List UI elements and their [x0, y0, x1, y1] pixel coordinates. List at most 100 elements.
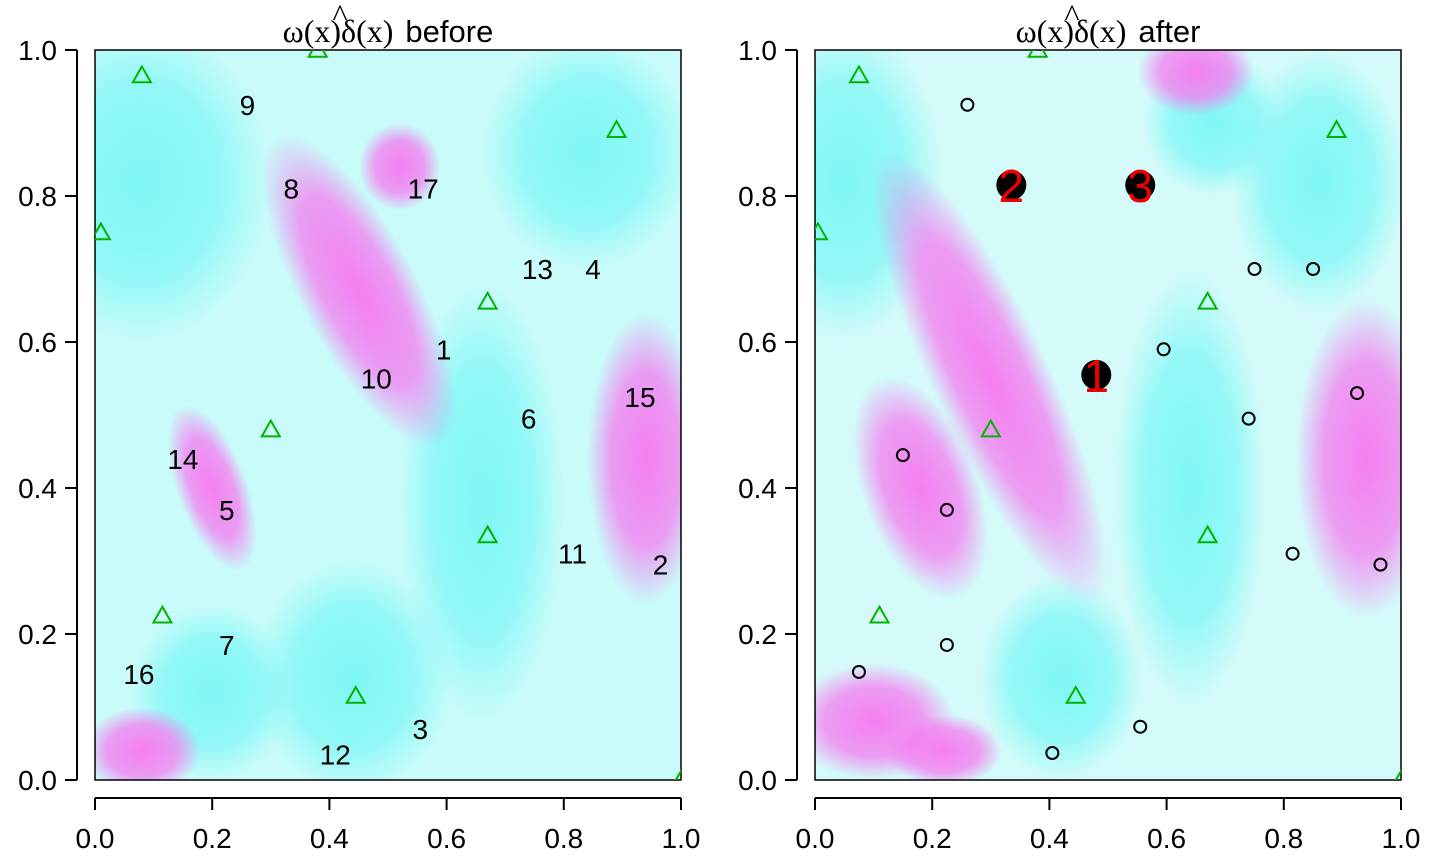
candidate-point — [960, 97, 975, 112]
x-tick-label: 0.4 — [310, 823, 349, 854]
x-tick-label: 0.2 — [913, 823, 952, 854]
point-label: 10 — [361, 364, 392, 395]
point-label: 2 — [653, 550, 669, 581]
y-tick-label: 1.0 — [738, 35, 777, 66]
design-point — [605, 119, 628, 139]
design-point — [980, 418, 1002, 438]
y-tick-label: 0.6 — [18, 327, 57, 358]
design-point — [1325, 119, 1348, 139]
panel-after-design-points — [815, 50, 1401, 780]
panel-after-title: ω(x)δ(x) after — [1016, 13, 1201, 49]
selected-point-label: 3 — [1127, 160, 1153, 212]
x-tick-label: 0.8 — [1264, 823, 1303, 854]
design-point — [1196, 524, 1219, 544]
x-tick-label: 1.0 — [1382, 823, 1421, 854]
candidate-point — [1247, 262, 1262, 276]
design-point — [815, 221, 829, 241]
x-tick-label: 0.6 — [1147, 823, 1186, 854]
y-tick-label: 0.2 — [18, 619, 57, 650]
design-point — [306, 50, 329, 58]
point-label: 5 — [219, 495, 235, 526]
panel-after-title-prefix: ω(x) — [1016, 13, 1074, 49]
design-point — [1026, 50, 1049, 58]
panel-before-title-delta: δ(x) — [341, 13, 393, 49]
high-region — [587, 312, 681, 605]
panel-after-x-axis: 0.0 0.2 0.4 0.6 0.8 1.0 — [796, 797, 1421, 854]
selected-point — [996, 170, 1027, 201]
y-tick-label: 0.4 — [18, 473, 57, 504]
design-point — [1065, 685, 1087, 704]
point-label: 12 — [320, 739, 351, 770]
x-tick-label: 0.8 — [544, 823, 583, 854]
design-point — [848, 64, 870, 84]
panel-after-selected-points: 1 2 3 — [996, 160, 1156, 402]
point-label: 1 — [436, 334, 452, 365]
panel-before-title-hat: ^ — [332, 0, 347, 33]
design-point — [131, 64, 153, 84]
point-label: 3 — [412, 714, 428, 745]
point-label: 13 — [522, 254, 553, 285]
design-point — [1394, 768, 1401, 780]
candidate-point — [1045, 745, 1060, 760]
design-point — [476, 290, 499, 310]
x-tick-label: 0.2 — [193, 823, 232, 854]
panel-after-candidate-points — [851, 97, 1388, 760]
candidate-point — [1156, 342, 1171, 357]
y-tick-label: 0.0 — [738, 765, 777, 796]
y-tick-label: 0.8 — [18, 181, 57, 212]
design-point — [151, 604, 174, 624]
point-label: 6 — [521, 404, 537, 435]
panel-before-design-points — [95, 50, 681, 780]
y-tick-label: 0.4 — [738, 473, 777, 504]
high-region — [852, 376, 989, 600]
panel-before-title-word: before — [405, 14, 493, 49]
low-region — [1113, 269, 1267, 707]
x-tick-label: 0.6 — [427, 823, 466, 854]
point-label: 11 — [558, 539, 587, 570]
y-tick-label: 0.0 — [18, 765, 57, 796]
candidate-point — [939, 502, 954, 517]
point-label: 14 — [167, 444, 198, 475]
candidate-point — [1306, 262, 1321, 276]
candidate-point — [1285, 546, 1300, 561]
y-tick-label: 0.8 — [738, 181, 777, 212]
selected-point-label: 2 — [999, 160, 1025, 212]
point-label: 4 — [585, 254, 601, 285]
design-point — [674, 768, 681, 780]
high-region — [95, 707, 201, 780]
point-label: 8 — [284, 174, 300, 205]
low-region — [481, 50, 681, 269]
low-region — [95, 50, 271, 342]
panel-before-x-axis: 0.0 0.2 0.4 0.6 0.8 1.0 — [76, 797, 701, 854]
point-label: 16 — [123, 659, 154, 690]
x-tick-label: 0.4 — [1030, 823, 1069, 854]
design-point — [476, 524, 499, 544]
high-region — [358, 123, 441, 211]
design-point — [868, 604, 891, 624]
panel-after-title-delta: δ(x) — [1074, 13, 1126, 49]
y-tick-label: 0.2 — [738, 619, 777, 650]
candidate-point — [939, 637, 954, 652]
low-region — [979, 575, 1144, 780]
candidate-point — [1133, 719, 1148, 734]
candidate-point — [1241, 411, 1256, 426]
panel-before-y-axis: 0.0 0.2 0.4 0.6 0.8 1.0 — [18, 35, 78, 796]
panel-after-title-word: after — [1138, 14, 1200, 49]
selected-point-label: 1 — [1083, 350, 1109, 402]
candidate-point — [1350, 386, 1365, 401]
design-point — [260, 418, 282, 438]
panel-after: 1 2 3 0.0 0.2 0.4 0.6 0.8 1.0 0.0 0.2 0.4 0.6 0.8 1.… — [738, 0, 1421, 854]
high-region — [261, 133, 456, 449]
design-point — [1196, 290, 1219, 310]
design-point — [95, 221, 112, 241]
x-tick-label: 0.0 — [76, 823, 115, 854]
point-label: 17 — [408, 174, 439, 205]
y-tick-label: 0.6 — [738, 327, 777, 358]
panel-before-labels: 9 8 17 13 4 1 10 15 6 14 5 11 2 7 16 3 12 — [123, 90, 668, 771]
y-tick-label: 1.0 — [18, 35, 57, 66]
panel-after-frame — [814, 49, 1402, 781]
x-tick-label: 1.0 — [662, 823, 701, 854]
high-region — [1295, 298, 1401, 620]
